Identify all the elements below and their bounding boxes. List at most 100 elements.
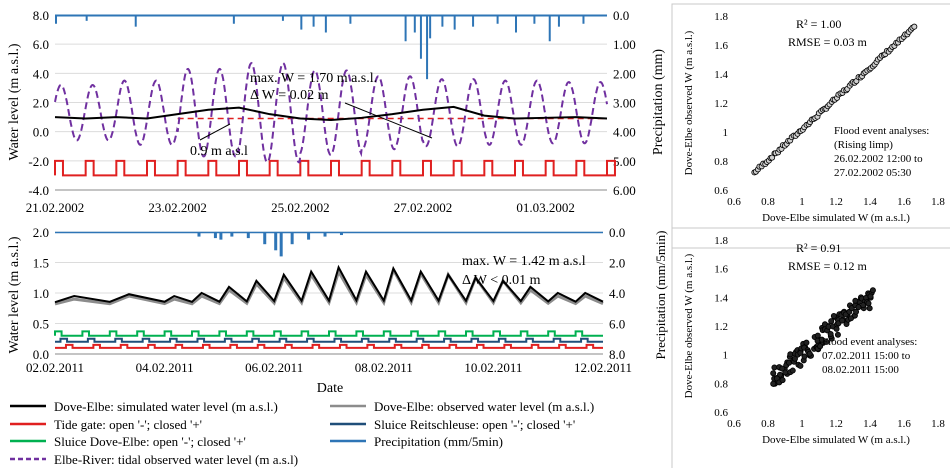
- scatter-point: [770, 370, 777, 377]
- flood-event-note: 26.02.2002 12:00 to: [834, 153, 923, 165]
- y-axis-label: Dove-Elbe observed W (m a.s.l.): [683, 253, 695, 398]
- precip-bar: [496, 15, 499, 24]
- y2-tick-label: 6.0: [609, 317, 625, 332]
- y-axis-label: Dove-Elbe observed W (m a.s.l.): [683, 30, 695, 175]
- annotation-delta-w: Δ W < 0.01 m: [462, 273, 541, 288]
- scatter-point: [806, 350, 813, 357]
- scatter-point: [828, 318, 835, 325]
- y-tick-label: 0.8: [714, 156, 728, 168]
- y-tick-label: 0.0: [33, 347, 49, 362]
- scatter-point: [779, 365, 786, 372]
- y-tick-label: -2.0: [28, 154, 49, 169]
- annotation-ref-level: 0.9 m a.s.l: [190, 144, 248, 159]
- precip-bar: [557, 15, 560, 27]
- x-tick-label: 23.02.2002: [148, 200, 207, 215]
- precip-bar: [274, 232, 278, 251]
- precip-bar: [453, 15, 456, 30]
- x-tick-label: 06.02.2011: [245, 360, 303, 375]
- annotation-delta-w: Δ W = 0.02 m: [250, 88, 329, 103]
- y-tick-label: 0.6: [714, 407, 728, 419]
- y-tick-label: 1.4: [714, 69, 728, 81]
- scatter-point: [869, 287, 876, 294]
- precip-bar: [85, 15, 88, 21]
- scatter-point: [860, 302, 867, 309]
- scatter-point: [867, 293, 874, 300]
- x-tick-label: 1.4: [863, 196, 877, 208]
- x-tick-label: 25.02.2002: [271, 200, 330, 215]
- rmse-label: RMSE = 0.03 m: [788, 35, 867, 49]
- x-tick-label: 21.02.2002: [26, 200, 85, 215]
- y-tick-label: 1: [723, 127, 729, 139]
- scatter-point: [848, 315, 855, 322]
- x-tick-label: 0.6: [727, 196, 741, 208]
- x-tick-label: 02.02.2011: [26, 360, 84, 375]
- x-tick-label: 0.6: [727, 418, 741, 430]
- legend-label: Precipitation (mm/5min): [374, 434, 503, 449]
- y-tick-label: 6.0: [33, 37, 49, 52]
- x-tick-label: 1.8: [931, 418, 945, 430]
- precip-bar: [300, 15, 303, 30]
- precip-bar: [197, 232, 201, 237]
- scatter-point: [801, 353, 808, 360]
- y-tick-label: 0.5: [33, 317, 49, 332]
- annotation-max-w: max. W = 1.42 m a.s.l: [462, 254, 586, 269]
- precip-bar: [290, 232, 294, 245]
- precip-bar: [426, 15, 429, 80]
- y2-tick-label: 5.00: [613, 154, 636, 169]
- sim-water-level-line: [54, 264, 604, 304]
- legend-label: Tide gate: open '-'; closed '+': [54, 417, 202, 432]
- y2-tick-label: 2.0: [609, 256, 625, 271]
- y2-tick-label: 4.0: [609, 286, 625, 301]
- x-tick-label: 1.2: [829, 196, 843, 208]
- sluice_reit-step-line: [55, 337, 603, 343]
- scatter-point: [823, 338, 830, 345]
- y2-tick-label: 4.00: [613, 125, 636, 140]
- precip-bar: [246, 232, 250, 239]
- y-tick-label: 0.0: [33, 125, 49, 140]
- y-tick-label: 1.6: [714, 40, 728, 52]
- y-tick-label: 8.0: [33, 8, 49, 23]
- r-squared-label: R² = 1.00: [796, 17, 841, 31]
- scatter-point: [852, 297, 859, 304]
- annotation-ref-arrow: [199, 123, 231, 141]
- y-tick-label: 0.8: [714, 378, 728, 390]
- x-tick-label: 0.8: [761, 418, 775, 430]
- tide-gate-line: [54, 159, 616, 177]
- bottom-left-chart: 2.0 1.5 1.0 0.5 0.0 0.0 2.0 4.0 6.0 8.0 02.02.2011…: [7, 225, 668, 396]
- flood-event-note: (Rising limp): [834, 139, 893, 151]
- y-tick-label: 1.2: [714, 321, 728, 333]
- flood-event-note: 07.02.2011 15:00 to: [822, 350, 911, 362]
- top-left-chart: 8.0 6.0 4.0 2.0 0.0 -2.0 -4.0 0.0 1.00 2.00 3.00 4.…: [7, 8, 666, 215]
- y2-tick-label: 6.00: [613, 183, 636, 198]
- x-axis-label: Dove-Elbe simulated W (m a.s.l.): [762, 434, 910, 446]
- precip-bar: [134, 15, 137, 27]
- rmse-label: RMSE = 0.12 m: [788, 259, 867, 273]
- legend-label: Sluice Reitschleuse: open '-'; closed '+…: [374, 417, 575, 432]
- scatter-point: [866, 305, 873, 312]
- y2-tick-label: 0.0: [613, 8, 629, 23]
- annotation-max-w: max. W = 1.70 m a.s.l.: [250, 71, 377, 86]
- y-tick-label: 1.5: [33, 256, 49, 271]
- x-tick-label: 27.02.2002: [394, 200, 453, 215]
- x-tick-label: 04.02.2011: [136, 360, 194, 375]
- y-tick-label: 1.6: [714, 264, 728, 276]
- legend-label: Elbe-River: tidal observed water level (…: [54, 452, 298, 467]
- y2-axis-label: Precipitation (mm/5min): [653, 231, 668, 360]
- precip-bar: [324, 15, 327, 33]
- simulated-line: [54, 105, 608, 122]
- x-tick-label: 01.03.2002: [516, 200, 575, 215]
- precip-bar: [548, 15, 551, 42]
- precip-bar: [279, 232, 283, 257]
- scatter-point: [834, 331, 841, 338]
- x-axis-label: Dove-Elbe simulated W (m a.s.l.): [762, 212, 910, 224]
- scatter-point: [853, 308, 860, 315]
- precip-bar: [339, 232, 343, 236]
- x-tick-label: 1.2: [829, 418, 843, 430]
- scatter-point: [791, 355, 798, 362]
- flood-event-note: 27.02.2002 05:30: [834, 167, 912, 179]
- r-squared-label: R² = 0.91: [796, 241, 841, 255]
- scatter-point: [818, 336, 825, 343]
- flood-event-note: 08.02.2011 15:00: [822, 364, 899, 376]
- scatter-point: [817, 343, 824, 350]
- panel-border: [671, 227, 950, 468]
